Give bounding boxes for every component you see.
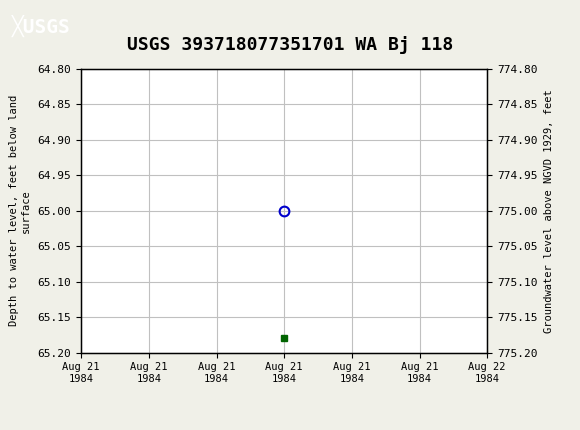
- Text: ╳USGS: ╳USGS: [12, 15, 70, 37]
- Y-axis label: Groundwater level above NGVD 1929, feet: Groundwater level above NGVD 1929, feet: [545, 89, 554, 332]
- Y-axis label: Depth to water level, feet below land
surface: Depth to water level, feet below land su…: [9, 95, 31, 326]
- Text: USGS 393718077351701 WA Bj 118: USGS 393718077351701 WA Bj 118: [127, 36, 453, 54]
